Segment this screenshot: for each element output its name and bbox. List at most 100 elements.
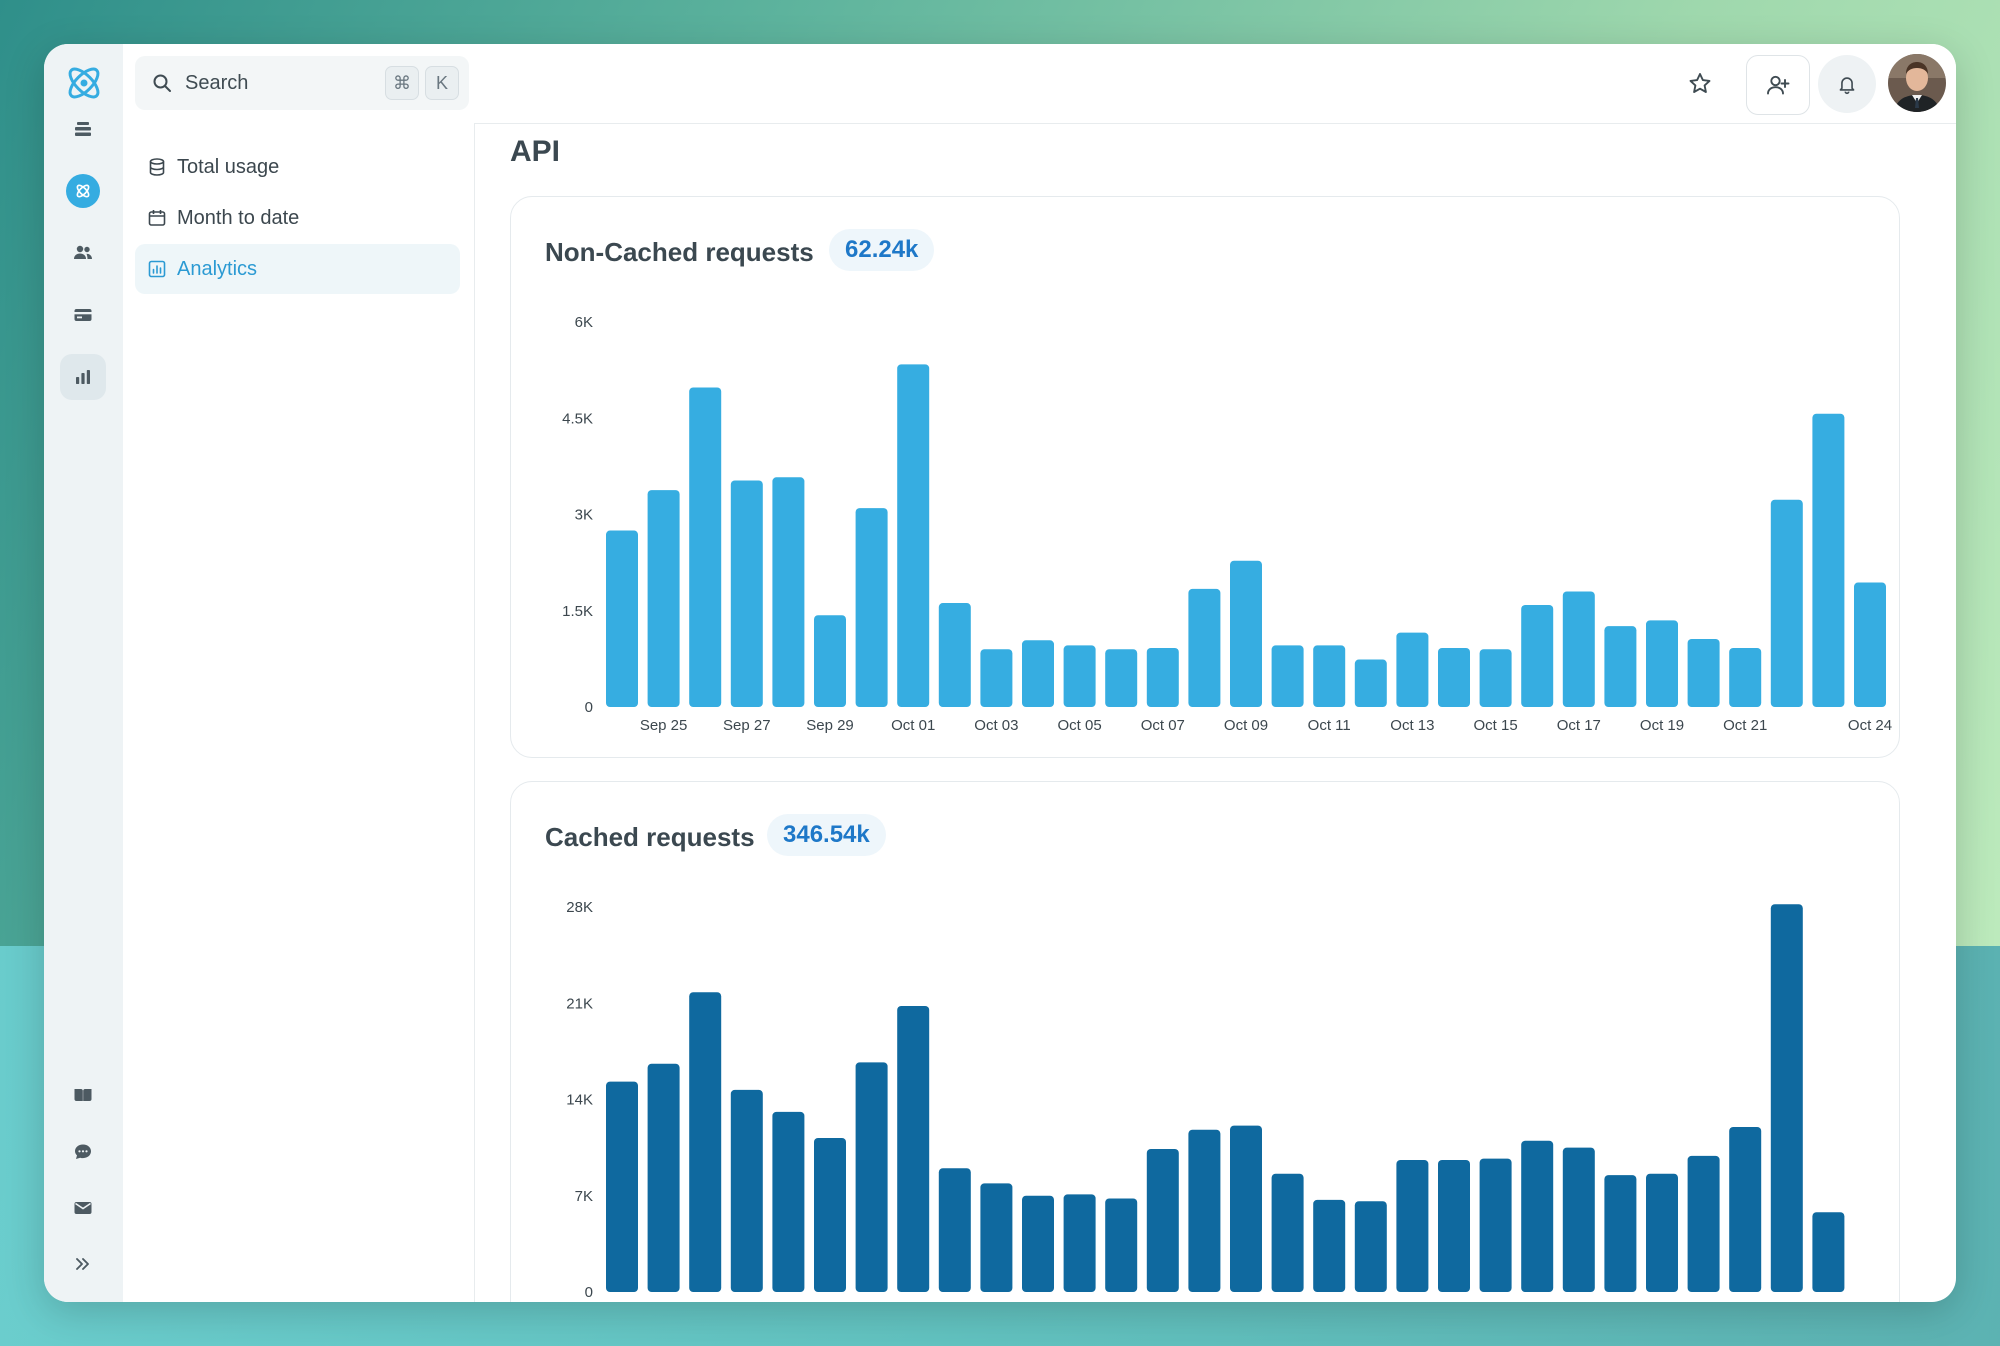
stack-icon[interactable] (60, 106, 106, 152)
bar (1562, 591, 1595, 707)
bar (1230, 560, 1262, 707)
x-tick-label: Oct 24 (1848, 717, 1892, 734)
mail-icon[interactable] (60, 1185, 106, 1231)
x-tick-label: Oct 07 (1141, 717, 1185, 734)
bar (1770, 904, 1803, 1292)
avatar[interactable] (1888, 54, 1946, 112)
shortcut-k-key: K (425, 66, 459, 100)
x-tick-label: Oct 01 (891, 717, 935, 734)
bar (1438, 647, 1470, 707)
bar (772, 477, 805, 707)
bar (1729, 647, 1762, 707)
bar (1854, 582, 1886, 707)
x-tick-label: Sep 29 (806, 717, 854, 734)
bar (1812, 1212, 1845, 1292)
bar (1646, 620, 1678, 707)
chat-icon[interactable] (60, 1129, 106, 1175)
bar (1604, 626, 1637, 707)
card-icon[interactable] (60, 292, 106, 338)
bar (938, 1168, 971, 1292)
bar (772, 1111, 805, 1292)
app-window: Search ⌘ K Total (44, 44, 1956, 1302)
bell-icon[interactable] (1818, 55, 1876, 113)
atom-logo-icon[interactable] (63, 62, 105, 104)
y-tick-label: 28K (566, 899, 593, 916)
database-icon (149, 158, 165, 176)
x-tick-label: Oct 19 (1640, 717, 1684, 734)
y-tick-label: 1.5K (562, 603, 593, 620)
bar (1521, 1140, 1554, 1292)
bar (1188, 588, 1221, 707)
bar (980, 649, 1013, 707)
bar (1063, 1194, 1096, 1292)
icon-rail (44, 44, 124, 1302)
bar-chart-icon[interactable] (60, 354, 106, 400)
main-content: API Non-Cached requests 62.24k 0 1.5K 3K 4.… (474, 123, 1956, 1302)
bar (1438, 1160, 1470, 1292)
bar-chart-icon (148, 260, 166, 278)
x-tick-label: Oct 21 (1723, 717, 1767, 734)
bar (980, 1183, 1013, 1292)
x-tick-label: Sep 25 (640, 717, 688, 734)
bar (1687, 638, 1720, 707)
bar (647, 1063, 680, 1292)
star-icon[interactable] (1670, 54, 1730, 114)
bar (1521, 604, 1554, 707)
search-input[interactable]: Search ⌘ K (135, 56, 469, 110)
invite-user-button[interactable] (1746, 55, 1810, 115)
bar (1188, 1129, 1221, 1292)
subnav-item-month-to-date[interactable]: Month to date (135, 193, 460, 243)
bar (1396, 1160, 1429, 1292)
bar (1271, 645, 1304, 707)
bar (1687, 1155, 1720, 1292)
subnav-item-analytics[interactable]: Analytics (135, 244, 460, 294)
x-tick-label: Oct 17 (1557, 717, 1601, 734)
bar (1146, 647, 1179, 707)
top-bar: Search ⌘ K (123, 44, 1956, 124)
x-tick-label: Oct 13 (1390, 717, 1434, 734)
bar (1812, 413, 1845, 707)
bar (689, 992, 722, 1292)
y-tick-label: 6K (575, 314, 593, 331)
card-title: Cached requests (545, 822, 755, 852)
x-tick-label: Oct 09 (1224, 717, 1268, 734)
bar (938, 603, 971, 707)
subnav-item-total-usage[interactable]: Total usage (135, 142, 460, 192)
calendar-icon (148, 210, 166, 226)
book-icon[interactable] (60, 1072, 106, 1118)
secondary-sidebar: Total usage Month to date Analytics (123, 123, 475, 1302)
bar (855, 1062, 888, 1292)
user-plus-icon (1767, 75, 1790, 95)
bar (606, 530, 638, 707)
y-tick-label: 21K (566, 995, 593, 1012)
non-cached-requests-chart: 0 1.5K 3K 4.5K 6K Sep 25 Sep 27 Sep 29 Oct 01 Oct… (562, 314, 1892, 734)
bar (897, 1006, 930, 1292)
bar (689, 387, 722, 707)
page-title: API (510, 135, 561, 168)
cached-requests-chart: 0 7K 14K 21K 28K (566, 899, 1845, 1301)
x-tick-label: Sep 27 (723, 717, 771, 734)
bar (1479, 649, 1512, 707)
bar (814, 615, 846, 707)
bar (1729, 1127, 1762, 1292)
non-cached-requests-card: Non-Cached requests 62.24k 0 1.5K 3K 4.5K 6K… (510, 196, 1900, 758)
bar (1271, 1173, 1304, 1292)
x-tick-label: Oct 05 (1058, 717, 1102, 734)
atom-icon[interactable] (60, 168, 106, 214)
expand-icon[interactable] (60, 1241, 106, 1287)
bar (1646, 1173, 1678, 1292)
bar (1354, 1201, 1387, 1292)
card-title: Non-Cached requests (545, 237, 814, 267)
bar (1562, 1147, 1595, 1292)
search-placeholder: Search (185, 71, 249, 94)
bar (1022, 1195, 1054, 1292)
cached-requests-card: Cached requests 346.54k 0 7K 14K 21K 28K (510, 781, 1900, 1302)
users-icon[interactable] (60, 230, 106, 276)
total-badge: 62.24k (829, 229, 935, 271)
y-tick-label: 0 (585, 1284, 593, 1301)
bar (1105, 1198, 1138, 1292)
y-tick-label: 3K (575, 507, 593, 524)
x-tick-label: Oct 03 (974, 717, 1018, 734)
bar (1022, 640, 1054, 707)
bar (1146, 1149, 1179, 1292)
